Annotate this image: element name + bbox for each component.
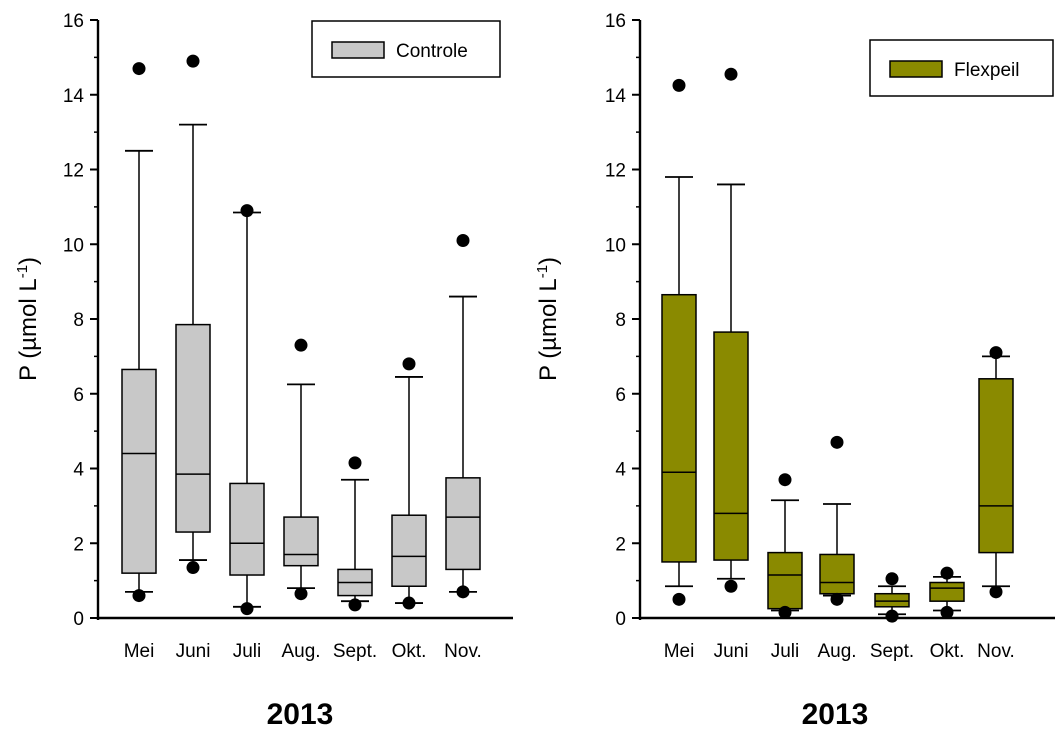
x-tick-label: Aug.	[281, 641, 320, 662]
x-tick-label: Juni	[714, 641, 749, 662]
x-tick-label: Sept.	[870, 641, 914, 662]
y-tick-label: 14	[63, 86, 85, 107]
chart-panel-1: 0 2 4 6 8 10 12 14 16 Mei Juni Juli Aug. Sept. Okt. Nov…	[14, 11, 513, 731]
y-tick-label: 8	[615, 310, 626, 331]
box-Juni	[713, 67, 749, 593]
box-Juli	[767, 473, 803, 619]
outlier-point	[402, 357, 416, 371]
y-tick-label: 8	[73, 310, 84, 331]
outlier-point	[885, 609, 899, 623]
x-tick-label: Juli	[233, 641, 262, 662]
y-tick-label: 12	[63, 161, 84, 182]
box-iqr	[661, 293, 697, 563]
outlier-point	[132, 589, 146, 603]
box-iqr	[713, 331, 749, 561]
outlier-point	[885, 572, 899, 586]
y-tick-label: 6	[615, 385, 626, 406]
outlier-point	[402, 596, 416, 610]
outlier-point	[989, 585, 1003, 599]
legend-swatch	[889, 60, 943, 78]
box-Sept.	[874, 572, 910, 623]
box-Mei	[661, 78, 697, 606]
y-tick-label: 16	[605, 11, 626, 32]
box-iqr	[283, 516, 319, 567]
outlier-point	[186, 54, 200, 68]
chart-panel-2: 0 2 4 6 8 10 12 14 16 Mei Juni Juli Aug. Sept. Okt. Nov…	[534, 11, 1055, 731]
box-iqr	[175, 323, 211, 533]
box-Aug.	[283, 338, 319, 601]
box-iqr	[978, 378, 1014, 554]
outlier-point	[348, 598, 362, 612]
outlier-point	[348, 456, 362, 470]
y-tick-label: 4	[73, 460, 84, 481]
box-iqr	[445, 477, 481, 571]
x-tick-label: Nov.	[977, 641, 1015, 662]
x-axis-label: 2013	[267, 698, 334, 731]
outlier-point	[830, 435, 844, 449]
x-tick-label: Mei	[664, 641, 695, 662]
legend-swatch	[331, 41, 385, 59]
y-tick-label: 6	[73, 385, 84, 406]
outlier-point	[132, 62, 146, 76]
outlier-point	[989, 346, 1003, 360]
outlier-point	[724, 67, 738, 81]
box-iqr	[121, 368, 157, 574]
legend-label: Flexpeil	[954, 60, 1019, 81]
box-Nov.	[445, 234, 481, 599]
y-tick-label: 0	[615, 609, 626, 630]
y-tick-label: 10	[63, 235, 84, 256]
y-tick-label: 0	[73, 609, 84, 630]
box-iqr	[874, 592, 910, 608]
outlier-point	[724, 579, 738, 593]
box-iqr	[229, 482, 265, 576]
box-Okt.	[391, 357, 427, 610]
x-tick-label: Mei	[124, 641, 155, 662]
outlier-point	[940, 566, 954, 580]
x-axis-label: 2013	[802, 698, 869, 731]
x-tick-label: Aug.	[817, 641, 856, 662]
y-tick-label: 16	[63, 11, 84, 32]
box-iqr	[391, 514, 427, 587]
y-axis-label: P (µmol L-1)	[14, 257, 42, 381]
y-tick-label: 10	[605, 235, 626, 256]
legend-label: Controle	[396, 41, 468, 62]
y-tick-label: 12	[605, 161, 626, 182]
y-axis-label: P (µmol L-1)	[534, 257, 562, 381]
outlier-point	[778, 605, 792, 619]
x-tick-label: Juni	[176, 641, 211, 662]
x-tick-label: Sept.	[333, 641, 377, 662]
outlier-point	[240, 602, 254, 616]
outlier-point	[778, 473, 792, 487]
outlier-point	[672, 592, 686, 606]
box-Sept.	[337, 456, 373, 612]
outlier-point	[672, 78, 686, 92]
x-tick-label: Okt.	[930, 641, 965, 662]
y-tick-label: 2	[73, 534, 84, 555]
x-tick-label: Juli	[771, 641, 800, 662]
y-tick-label: 2	[615, 534, 626, 555]
box-Nov.	[978, 346, 1014, 599]
box-Mei	[121, 62, 157, 603]
outlier-point	[940, 605, 954, 619]
x-tick-label: Okt.	[392, 641, 427, 662]
outlier-point	[830, 592, 844, 606]
y-tick-label: 14	[605, 86, 627, 107]
box-iqr	[819, 553, 855, 595]
outlier-point	[456, 585, 470, 599]
box-Juli	[229, 204, 265, 616]
y-tick-label: 4	[615, 460, 626, 481]
box-Aug.	[819, 435, 855, 606]
outlier-point	[186, 561, 200, 575]
outlier-point	[294, 587, 308, 601]
box-Juni	[175, 54, 211, 575]
outlier-point	[456, 234, 470, 248]
box-iqr	[929, 581, 965, 602]
outlier-point	[294, 338, 308, 352]
box-Okt.	[929, 566, 965, 619]
outlier-point	[240, 204, 254, 218]
x-tick-label: Nov.	[444, 641, 482, 662]
box-iqr	[767, 551, 803, 610]
